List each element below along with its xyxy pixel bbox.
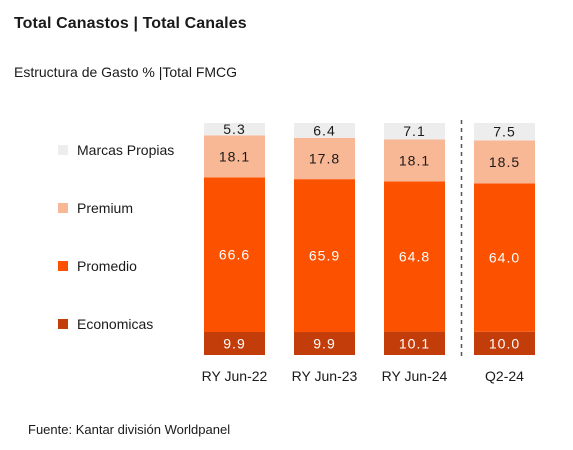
- bar-premium-q2-24: [474, 140, 535, 184]
- bar-promedio-ry-jun-24: [384, 181, 445, 332]
- bar-marcas-propias-ry-jun-24: [384, 123, 445, 140]
- legend-swatch-economicas: [58, 319, 68, 329]
- bar-promedio-ry-jun-23: [294, 179, 355, 333]
- data-label-premium-q2-24: 18.5: [489, 154, 520, 170]
- bar-marcas-propias-q2-24: [474, 123, 535, 141]
- chart-subtitle: Estructura de Gasto % |Total FMCG: [14, 64, 238, 80]
- data-label-premium-ry-jun-24: 18.1: [399, 152, 430, 168]
- data-label-promedio-ry-jun-22: 66.6: [219, 247, 250, 263]
- data-label-premium-ry-jun-23: 17.8: [309, 151, 340, 167]
- bar-economicas-ry-jun-24: [384, 331, 445, 355]
- legend-swatch-premium: [58, 203, 68, 213]
- legend-item-marcas-propias: Marcas Propias: [58, 142, 174, 158]
- legend-swatch-marcas-propias: [58, 145, 68, 155]
- data-label-marcas-propias-ry-jun-24: 7.1: [403, 123, 425, 139]
- data-label-marcas-propias-ry-jun-23: 6.4: [313, 122, 335, 138]
- legend-label-premium: Premium: [77, 200, 134, 216]
- legend-label-marcas-propias: Marcas Propias: [77, 142, 175, 158]
- legend-item-economicas: Economicas: [58, 316, 153, 332]
- data-label-promedio-ry-jun-23: 65.9: [309, 248, 340, 264]
- data-label-economicas-ry-jun-24: 10.1: [399, 335, 430, 351]
- legend-label-economicas: Economicas: [77, 316, 154, 332]
- bar-marcas-propias-ry-jun-22: [204, 123, 265, 136]
- data-label-premium-ry-jun-22: 18.1: [219, 148, 250, 164]
- bar-premium-ry-jun-24: [384, 139, 445, 182]
- bar-promedio-ry-jun-22: [204, 177, 265, 333]
- bar-economicas-ry-jun-22: [204, 332, 265, 355]
- legend-item-premium: Premium: [58, 200, 133, 216]
- data-label-promedio-ry-jun-24: 64.8: [399, 249, 430, 265]
- data-label-economicas-ry-jun-22: 9.9: [223, 336, 245, 352]
- source-note: Fuente: Kantar división Worldpanel: [28, 422, 231, 437]
- data-label-marcas-propias-q2-24: 7.5: [493, 124, 515, 140]
- x-tick-label-ry-jun-23: RY Jun-23: [292, 368, 358, 384]
- data-label-marcas-propias-ry-jun-22: 5.3: [223, 121, 245, 137]
- data-label-promedio-q2-24: 64.0: [489, 250, 520, 266]
- data-label-economicas-q2-24: 10.0: [489, 335, 520, 351]
- chart-title: Total Canastos | Total Canales: [14, 15, 247, 32]
- bar-promedio-q2-24: [474, 183, 535, 332]
- legend-swatch-promedio: [58, 261, 68, 271]
- bar-economicas-q2-24: [474, 331, 535, 355]
- x-tick-label-ry-jun-24: RY Jun-24: [382, 368, 448, 384]
- data-label-economicas-ry-jun-23: 9.9: [313, 336, 335, 352]
- bar-premium-ry-jun-22: [204, 135, 265, 178]
- bar-economicas-ry-jun-23: [294, 332, 355, 355]
- x-tick-label-ry-jun-22: RY Jun-22: [202, 368, 268, 384]
- x-tick-label-q2-24: Q2-24: [485, 368, 524, 384]
- bar-marcas-propias-ry-jun-23: [294, 123, 355, 138]
- bar-premium-ry-jun-23: [294, 137, 355, 180]
- legend-label-promedio: Promedio: [77, 258, 137, 274]
- legend-item-promedio: Promedio: [58, 258, 137, 274]
